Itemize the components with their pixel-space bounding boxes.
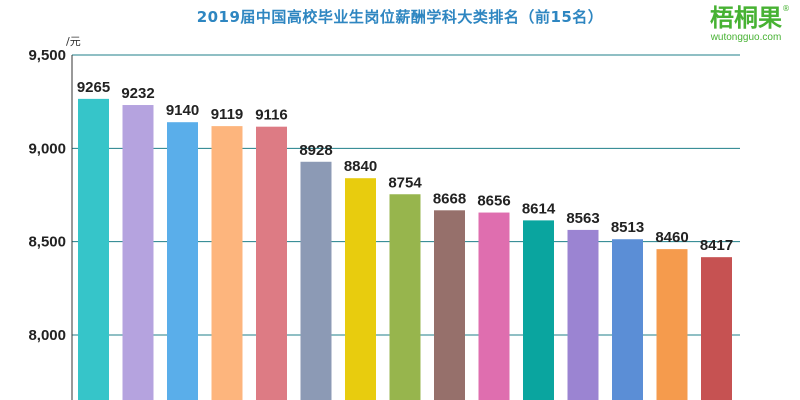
bar [256,126,287,400]
bar [523,220,554,400]
bars [78,98,732,400]
bar [211,126,243,400]
y-tick-label: 8,000 [28,327,66,344]
brand-url: wutongguo.com [710,32,782,43]
bar [389,194,421,400]
bar [78,98,109,400]
data-label: 8460 [655,229,688,246]
data-label: 9232 [121,85,154,102]
bar [478,212,510,400]
data-label: 8513 [611,219,644,236]
data-label: 9265 [77,79,110,96]
brand-logo: 梧桐果 wutongguo.com ® [710,4,790,44]
data-label: 8840 [344,158,377,175]
data-labels: 9265 9232 9140 9119 9116 8928 8840 8754 8668 8656… [77,79,733,254]
data-label: 9140 [166,102,199,119]
bar [701,257,732,400]
bar [300,161,332,400]
brand-name: 梧桐果 [710,4,782,32]
data-label: 8668 [433,190,466,207]
bar [612,239,643,400]
data-label: 8614 [522,200,556,217]
bar [434,210,465,400]
chart-title: 2019届中国高校毕业生岗位薪酬学科大类排名（前15名） [196,8,604,26]
bar [567,229,599,400]
data-label: 9116 [255,107,288,124]
y-tick-label: 8,500 [28,234,66,251]
data-label: 8656 [477,193,510,210]
data-label: 8563 [566,210,599,227]
bar [122,105,154,400]
data-label: 8417 [700,237,733,254]
bar [656,249,688,400]
y-axis-unit: /元 [66,35,81,48]
brand-registered-mark: ® [782,4,790,13]
data-label: 9119 [211,106,244,123]
data-label: 8928 [299,142,332,159]
y-tick-label: 9,500 [28,47,66,64]
data-label: 8754 [388,174,422,191]
y-tick-label: 9,000 [28,140,66,157]
bar [345,178,376,400]
bar [167,122,198,400]
y-axis-ticks: 9,500 9,000 8,500 8,000 [28,47,66,344]
